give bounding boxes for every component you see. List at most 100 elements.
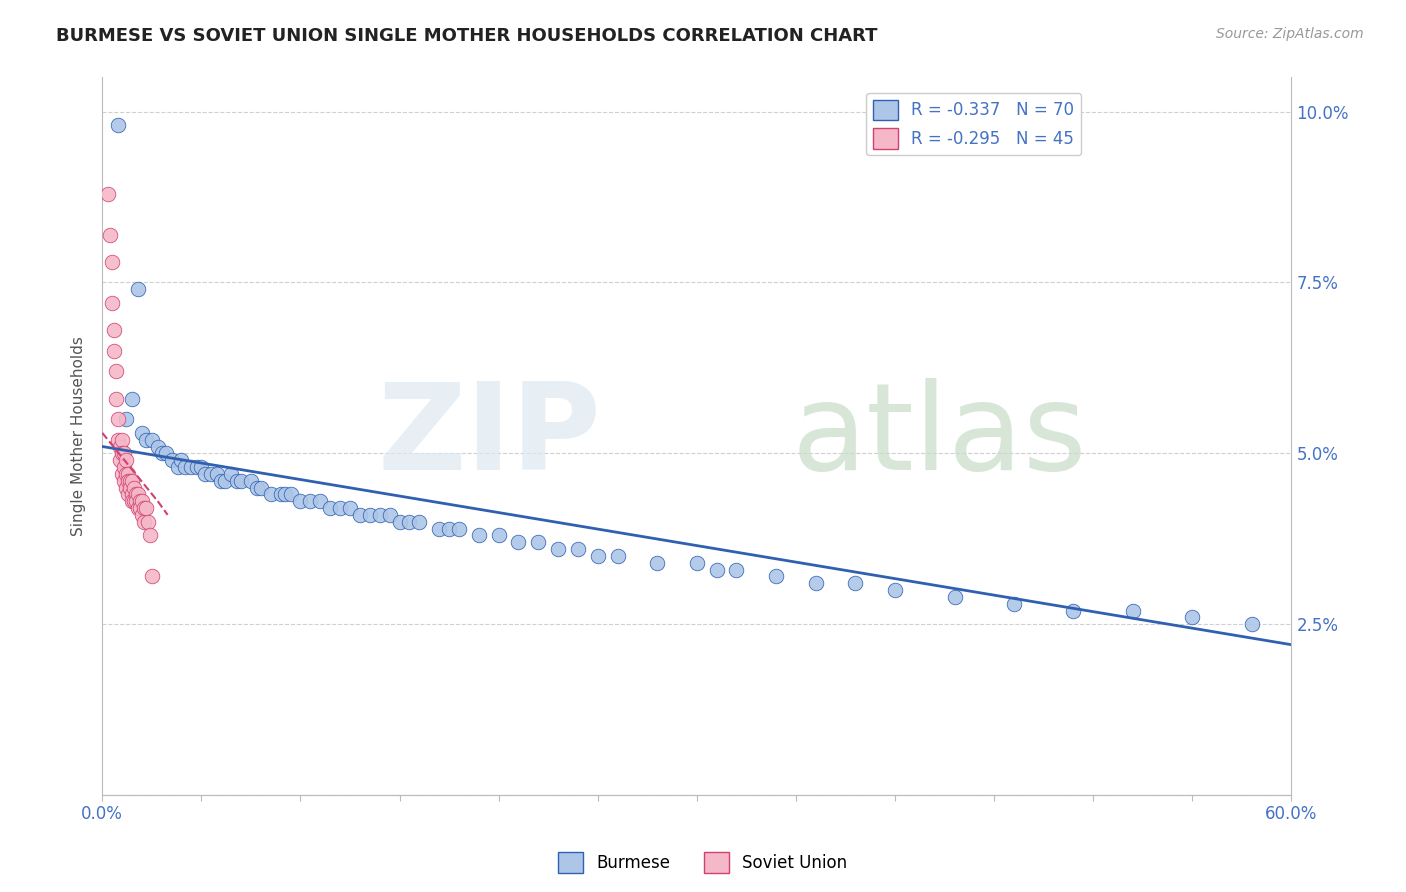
Point (186, 460, 208, 475)
Point (128, 494, 150, 508)
Point (209, 474, 232, 488)
Point (128, 501, 150, 516)
Point (488, 528, 510, 542)
Point (107, 118, 129, 132)
Point (141, 433, 163, 447)
Point (103, 323, 125, 337)
Point (121, 487, 143, 501)
Point (299, 494, 322, 508)
Point (586, 549, 609, 563)
Point (108, 453, 131, 467)
Point (1240, 617, 1263, 632)
Point (127, 487, 149, 501)
Point (1181, 610, 1204, 624)
Point (125, 487, 148, 501)
Point (122, 481, 145, 495)
Point (146, 440, 169, 454)
Point (309, 494, 332, 508)
Point (111, 446, 134, 460)
Point (205, 467, 228, 481)
Point (226, 474, 249, 488)
Legend: Burmese, Soviet Union: Burmese, Soviet Union (551, 846, 855, 880)
Point (219, 467, 242, 481)
Point (765, 569, 787, 583)
Point (547, 541, 569, 556)
Point (111, 433, 134, 447)
Point (115, 453, 138, 467)
Point (606, 549, 628, 563)
Point (190, 460, 212, 475)
Point (117, 487, 139, 501)
Point (107, 433, 129, 447)
Point (115, 412, 138, 426)
Point (884, 582, 907, 597)
Point (1062, 603, 1084, 617)
Point (98, 227, 121, 242)
Point (194, 467, 217, 481)
Point (103, 343, 125, 358)
Point (270, 487, 292, 501)
Point (118, 474, 141, 488)
Point (135, 501, 157, 516)
Legend: R = -0.337   N = 70, R = -0.295   N = 45: R = -0.337 N = 70, R = -0.295 N = 45 (866, 93, 1081, 155)
Point (249, 481, 271, 495)
Point (943, 590, 966, 604)
Point (174, 460, 197, 475)
Point (280, 487, 302, 501)
Point (437, 522, 460, 536)
Point (135, 433, 157, 447)
Point (180, 460, 202, 475)
Point (117, 474, 139, 488)
Point (388, 515, 411, 529)
Point (229, 474, 252, 488)
Point (132, 501, 155, 516)
Point (427, 522, 450, 536)
Point (97, 186, 120, 201)
Point (121, 474, 143, 488)
Point (115, 467, 138, 481)
Point (527, 535, 550, 549)
Point (141, 569, 163, 583)
Point (239, 474, 262, 488)
Point (131, 425, 153, 440)
Point (1002, 597, 1025, 611)
Point (150, 446, 173, 460)
Point (105, 364, 128, 378)
Point (804, 576, 827, 591)
Point (155, 446, 177, 460)
Point (105, 392, 128, 406)
Point (117, 467, 139, 481)
Point (408, 515, 430, 529)
Point (139, 528, 162, 542)
Point (108, 440, 131, 454)
Y-axis label: Single Mother Households: Single Mother Households (72, 336, 86, 536)
Text: ZIP: ZIP (378, 377, 602, 495)
Point (246, 481, 269, 495)
Point (508, 535, 530, 549)
Point (127, 501, 149, 516)
Text: BURMESE VS SOVIET UNION SINGLE MOTHER HOUSEHOLDS CORRELATION CHART: BURMESE VS SOVIET UNION SINGLE MOTHER HO… (56, 27, 877, 45)
Point (686, 556, 709, 570)
Point (725, 562, 748, 576)
Point (645, 556, 668, 570)
Point (214, 474, 236, 488)
Point (131, 494, 153, 508)
Point (398, 515, 420, 529)
Point (200, 467, 222, 481)
Point (706, 562, 728, 576)
Point (844, 576, 866, 591)
Point (112, 460, 135, 475)
Point (166, 460, 188, 475)
Point (112, 474, 135, 488)
Point (447, 522, 470, 536)
Point (107, 412, 129, 426)
Point (273, 487, 295, 501)
Point (131, 508, 153, 522)
Point (349, 508, 371, 522)
Point (260, 487, 283, 501)
Point (111, 467, 134, 481)
Point (359, 508, 381, 522)
Point (136, 515, 159, 529)
Point (160, 453, 183, 467)
Text: Source: ZipAtlas.com: Source: ZipAtlas.com (1216, 27, 1364, 41)
